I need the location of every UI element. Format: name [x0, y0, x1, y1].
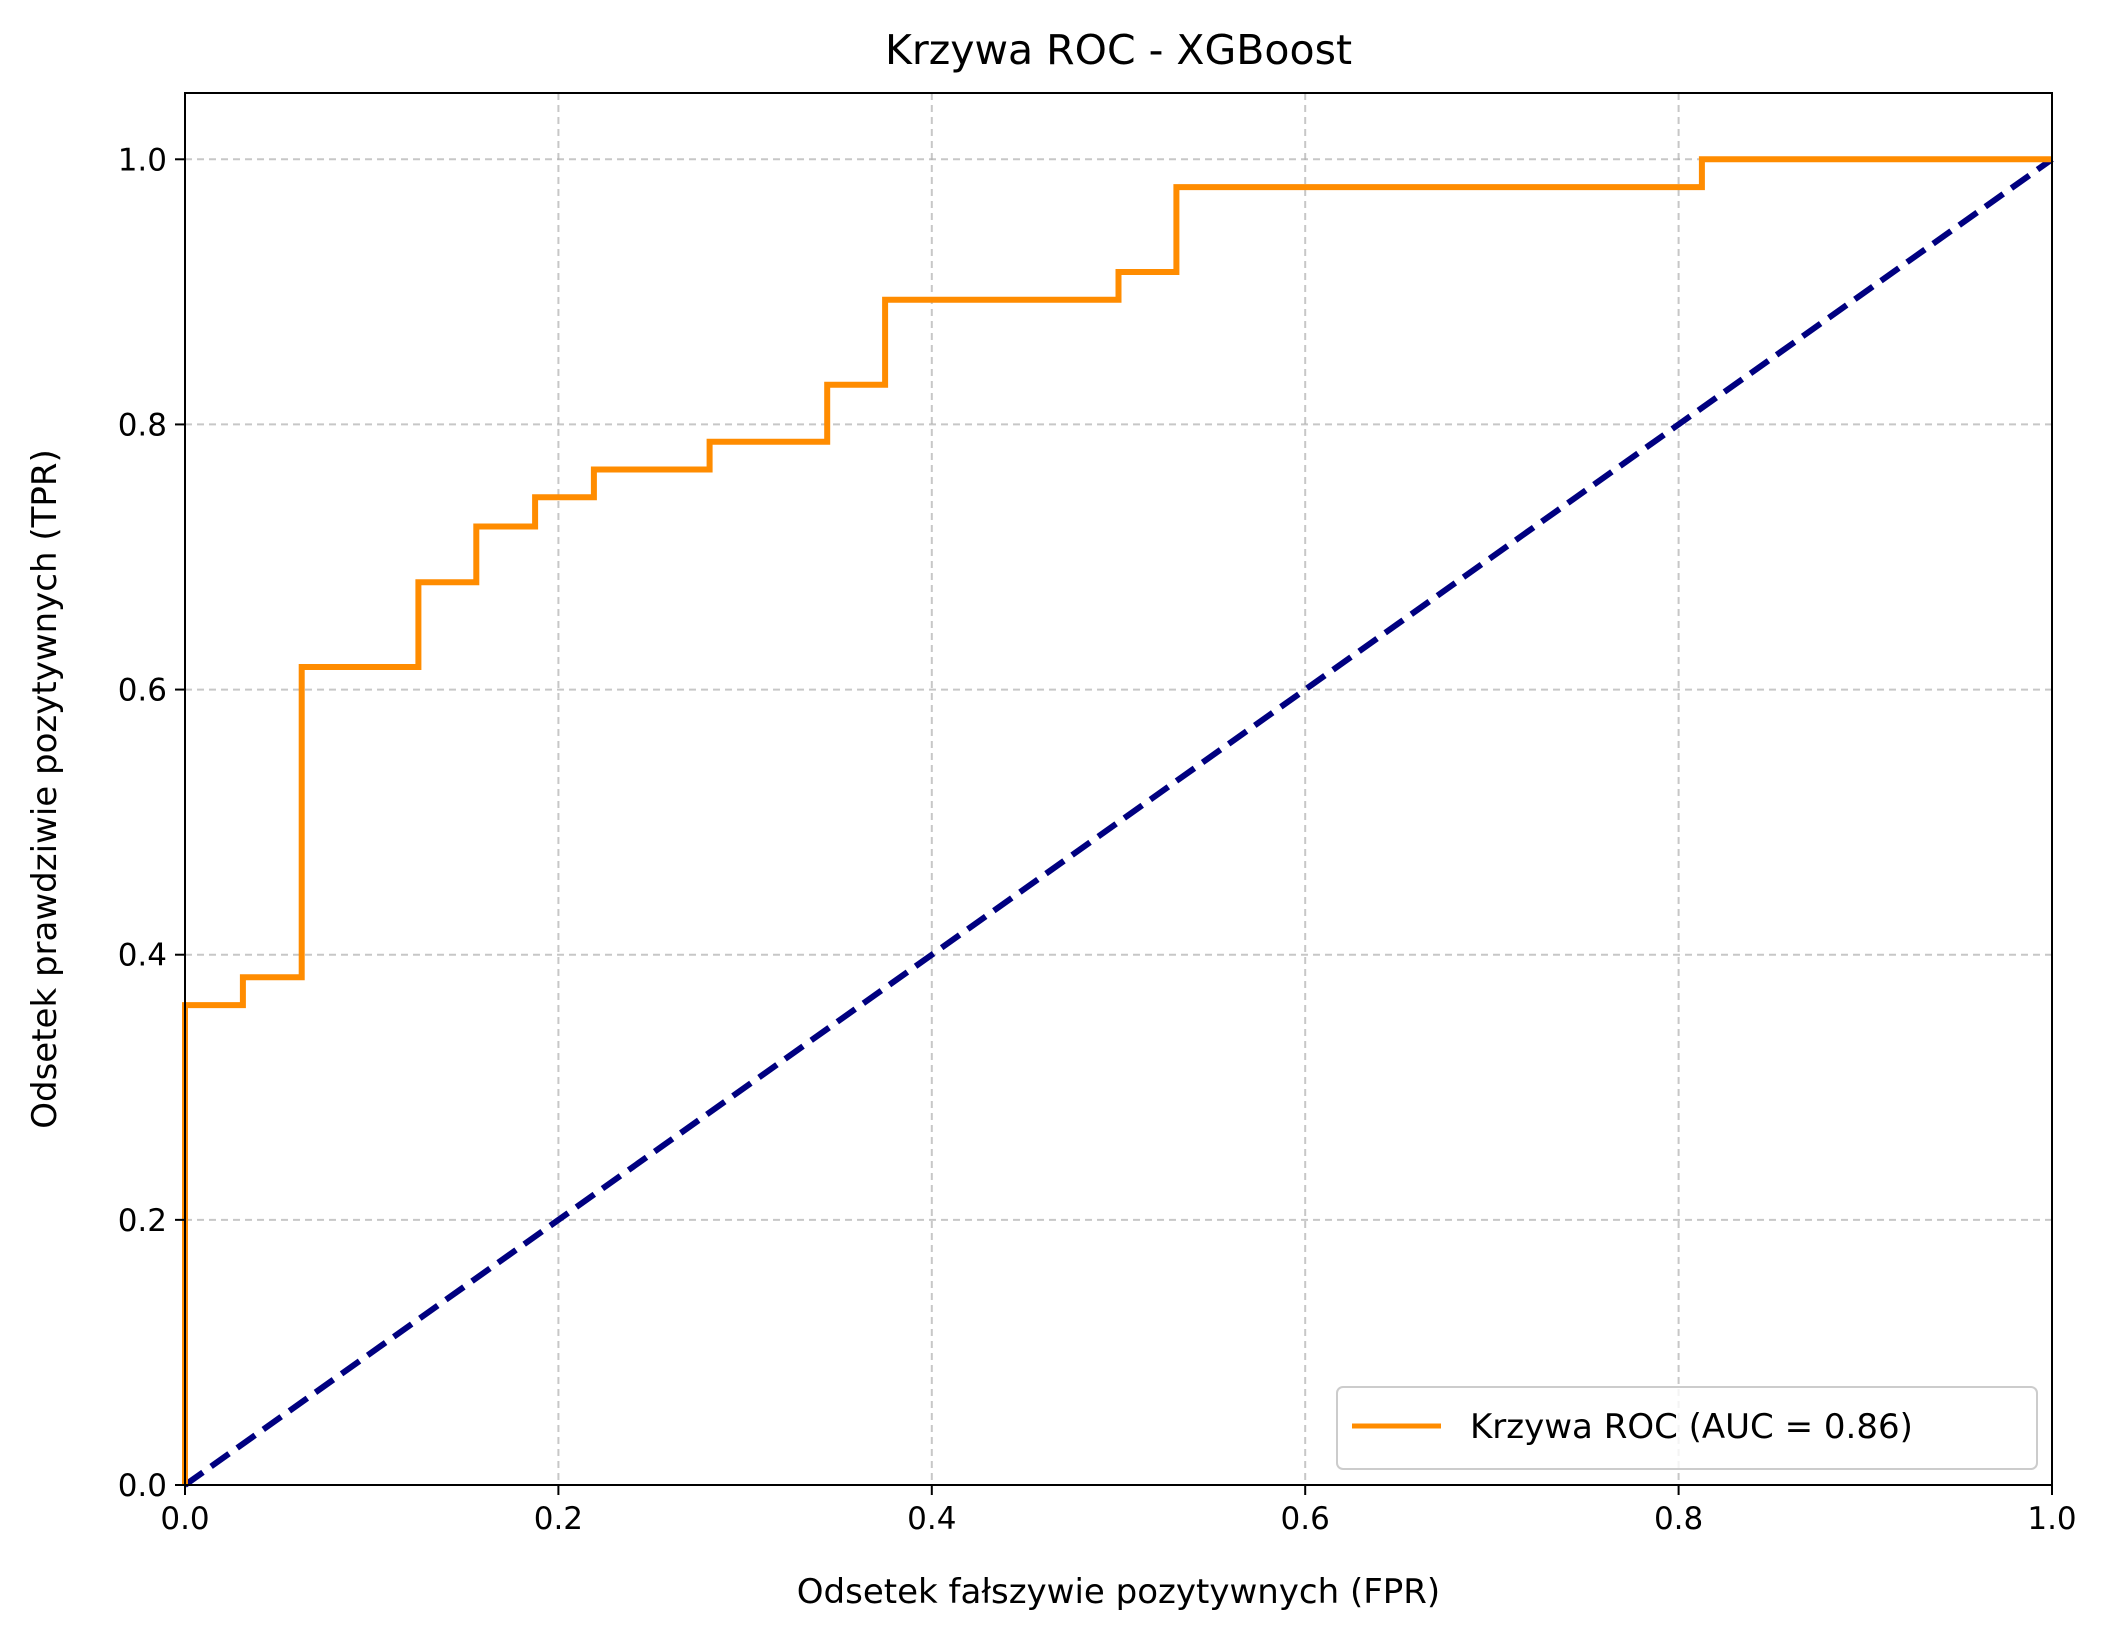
y-tick-label: 0.2: [118, 1203, 167, 1239]
chart-title: Krzywa ROC - XGBoost: [885, 26, 1352, 74]
x-tick-label: 0.6: [1281, 1501, 1330, 1537]
y-tick-label: 0.4: [118, 938, 167, 974]
ticks: 0.0 0.2 0.4 0.6 0.8 1.0 0.0 0.2 0.4 0.6 0.8 1.0: [118, 142, 2077, 1537]
x-tick-label: 0.2: [534, 1501, 583, 1537]
axes-frame: [184, 92, 2053, 1486]
y-tick-label: 1.0: [118, 142, 167, 178]
roc-curve-line: [182, 156, 2052, 1485]
legend-box: [1336, 1386, 2038, 1470]
y-tick-label: 0.0: [118, 1468, 167, 1504]
random-baseline-line: [183, 156, 2054, 1488]
legend-label: Krzywa ROC (AUC = 0.86): [1470, 1407, 1913, 1447]
x-tick-label: 1.0: [2027, 1501, 2076, 1537]
x-axis-label: Odsetek fałszywie pozytywnych (FPR): [797, 1572, 1440, 1612]
y-tick-label: 0.8: [118, 407, 167, 443]
x-tick-label: 0.8: [1654, 1501, 1703, 1537]
series-layer: [182, 156, 2054, 1488]
x-tick-label: 0.0: [160, 1501, 209, 1537]
x-tick-label: 0.4: [907, 1501, 956, 1537]
y-axis-label: Odsetek prawdziwie pozytywnych (TPR): [25, 449, 65, 1129]
y-tick-label: 0.6: [118, 673, 167, 709]
legend: Krzywa ROC (AUC = 0.86): [1336, 1386, 2038, 1470]
